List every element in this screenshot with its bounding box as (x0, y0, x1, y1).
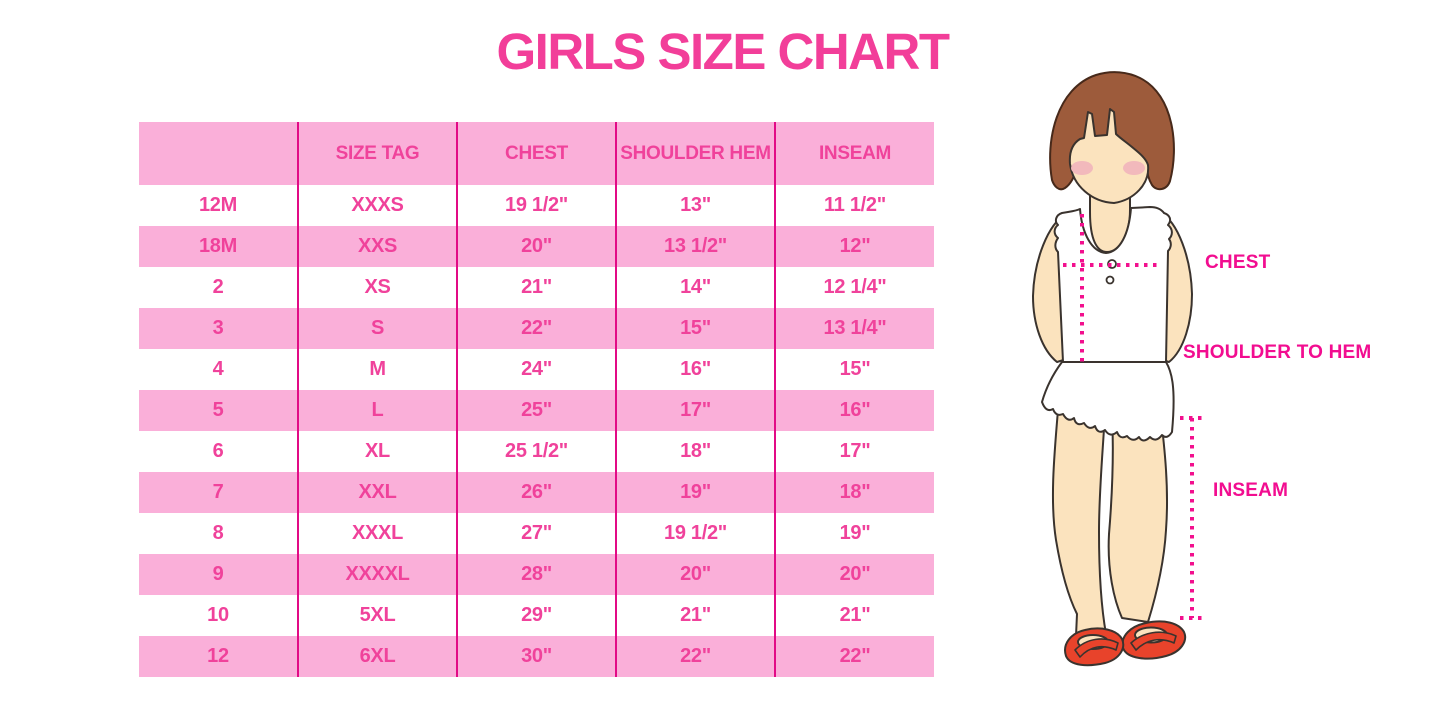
right-shoe-icon (1121, 620, 1186, 660)
table-cell: 19" (615, 472, 775, 513)
table-row: 6 XL 25 1/2" 18" 17" (139, 431, 934, 472)
measurement-figure: CHEST SHOULDER TO HEM INSEAM (1000, 62, 1445, 723)
table-cell: 5XL (297, 595, 457, 636)
table-cell: 12 1/4" (774, 267, 934, 308)
table-cell: 20" (774, 554, 934, 595)
table-cell: 20" (456, 226, 616, 267)
table-row: 7 XXL 26" 19" 18" (139, 472, 934, 513)
header-cell-inseam: INSEAM (774, 122, 934, 185)
table-cell: 29" (456, 595, 616, 636)
table-cell: XXXXL (297, 554, 457, 595)
table-cell: 18" (615, 431, 775, 472)
girl-illustration-icon (1032, 71, 1205, 667)
table-row: 4 M 24" 16" 15" (139, 349, 934, 390)
table-cell: 13 1/4" (774, 308, 934, 349)
table-cell: 17" (774, 431, 934, 472)
table-cell: 19" (774, 513, 934, 554)
table-cell: XXS (297, 226, 457, 267)
table-cell: 14" (615, 267, 775, 308)
table-cell: 16" (615, 349, 775, 390)
table-cell: XS (297, 267, 457, 308)
table-row: 12 6XL 30" 22" 22" (139, 636, 934, 677)
table-cell: 3 (212, 317, 224, 339)
table-cell: 12 (207, 645, 229, 667)
table-row: 10 5XL 29" 21" 21" (139, 595, 934, 636)
table-cell: 8 (212, 522, 224, 544)
left-shoe-icon (1064, 627, 1125, 667)
page-title: GIRLS SIZE CHART (496, 23, 950, 80)
header-cell-chest: CHEST (456, 122, 616, 185)
table-cell: 7 (212, 481, 224, 503)
table-cell: 21" (456, 267, 616, 308)
table-cell: S (297, 308, 457, 349)
table-cell: 22" (456, 308, 616, 349)
table-cell: 13 1/2" (615, 226, 775, 267)
table-cell: XXXS (297, 185, 457, 226)
table-row: 5 L 25" 17" 16" (139, 390, 934, 431)
table-cell: M (297, 349, 457, 390)
table-cell: XXL (297, 472, 457, 513)
legs-shape (1051, 409, 1169, 637)
inseam-label: INSEAM (1213, 480, 1289, 501)
table-cell: 6 (212, 440, 224, 462)
table-row: 18M XXS 20" 13 1/2" 12" (139, 226, 934, 267)
table-cell: 24" (456, 349, 616, 390)
table-cell: 25 1/2" (456, 431, 616, 472)
table-cell: 22" (774, 636, 934, 677)
table-cell: 18" (774, 472, 934, 513)
table-cell: XL (297, 431, 457, 472)
table-cell: 16" (774, 390, 934, 431)
table-row: 3 S 22" 15" 13 1/4" (139, 308, 934, 349)
table-cell: 20" (615, 554, 775, 595)
header-cell-shoulder-hem: SHOULDER HEM (615, 122, 775, 185)
table-cell: 5 (212, 399, 224, 421)
table-cell: 22" (615, 636, 775, 677)
table-cell: 26" (456, 472, 616, 513)
table-cell: 9 (212, 563, 224, 585)
table-cell: 13" (615, 185, 775, 226)
table-cell: 21" (615, 595, 775, 636)
size-chart-table: SIZE TAG CHEST SHOULDER HEM INSEAM 12M XX… (139, 122, 934, 677)
header-cell-blank (139, 122, 298, 185)
table-cell: 18M (198, 235, 237, 257)
table-cell: 4 (212, 358, 224, 380)
table-cell: 15" (615, 308, 775, 349)
table-row: 9 XXXXL 28" 20" 20" (139, 554, 934, 595)
table-cell: 19 1/2" (615, 513, 775, 554)
table-cell: 6XL (297, 636, 457, 677)
table-cell: 25" (456, 390, 616, 431)
table-cell: 28" (456, 554, 616, 595)
table-cell: XXXL (297, 513, 457, 554)
table-cell: L (297, 390, 457, 431)
blush-icon (1071, 161, 1145, 175)
table-row: 12M XXXS 19 1/2" 13" 11 1/2" (139, 185, 934, 226)
table-cell: 19 1/2" (456, 185, 616, 226)
table-cell: 15" (774, 349, 934, 390)
skirt-shape (1041, 361, 1175, 442)
header-cell-size-tag: SIZE TAG (297, 122, 457, 185)
table-cell: 12" (774, 226, 934, 267)
table-cell: 10 (207, 604, 229, 626)
table-row: 8 XXXL 27" 19 1/2" 19" (139, 513, 934, 554)
chest-label: CHEST (1205, 252, 1271, 273)
table-cell: 17" (615, 390, 775, 431)
table-cell: 2 (212, 276, 224, 298)
table-cell: 27" (456, 513, 616, 554)
face-shape (1068, 108, 1150, 204)
table-cell: 30" (456, 636, 616, 677)
table-header-row: SIZE TAG CHEST SHOULDER HEM INSEAM (139, 122, 934, 185)
size-chart-table-body: 12M XXXS 19 1/2" 13" 11 1/2" 18M XXS 20" 13 1/2"… (139, 185, 934, 677)
table-cell: 11 1/2" (774, 185, 934, 226)
table-cell: 12M (198, 194, 237, 216)
table-row: 2 XS 21" 14" 12 1/4" (139, 267, 934, 308)
table-cell: 21" (774, 595, 934, 636)
shoulder-to-hem-label: SHOULDER TO HEM (1183, 342, 1372, 363)
